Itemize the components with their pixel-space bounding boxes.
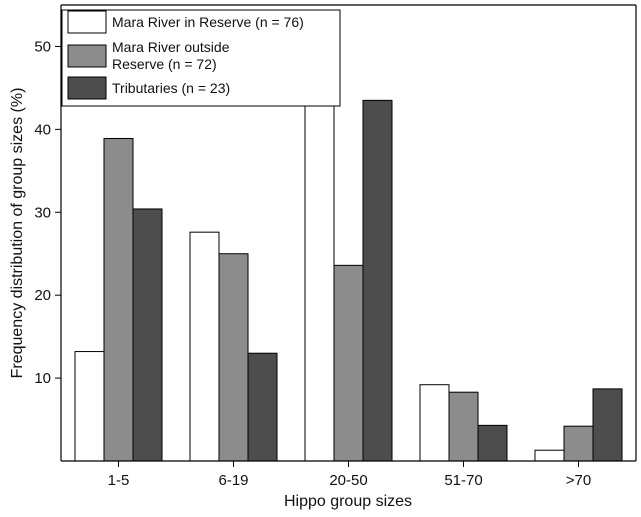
legend-box [61, 9, 341, 107]
bar-5170-series-1 [419, 384, 450, 462]
y-tick-label: 40 [34, 121, 51, 138]
bar-15-series-2 [103, 137, 134, 462]
y-tick-label: 10 [34, 370, 51, 387]
bar-5170-series-2 [448, 391, 479, 462]
bar-619-series-3 [247, 352, 278, 462]
bar-70-series-1 [534, 449, 565, 462]
bar-2050-series-2 [333, 264, 364, 462]
x-tick-label: 1-5 [108, 472, 130, 489]
x-ticks-group: 1-5 6-19 20-50 51-70 >70 [108, 461, 591, 489]
legend-swatch [67, 76, 107, 100]
x-tick-label: 6-19 [218, 472, 248, 489]
bar-15-series-1 [74, 351, 105, 462]
y-tick-label: 30 [34, 204, 51, 221]
bar-619-series-2 [218, 253, 249, 462]
legend-label: Tributaries (n = 23) [112, 80, 230, 96]
x-tick-label: 51-70 [444, 472, 482, 489]
bar-619-series-1 [189, 231, 220, 462]
y-axis-title: Frequency distribution of group sizes (%… [9, 88, 26, 379]
legend-label: Mara River outside Reserve (n = 72) [112, 39, 230, 72]
axes-group [60, 4, 637, 462]
bar-2050-series-1 [304, 56, 335, 462]
y-tick-label: 50 [34, 38, 51, 55]
y-tick-label: 20 [34, 287, 51, 304]
legend: Mara River in Reserve (n = 76) Mara River… [61, 9, 341, 107]
legend-swatch [67, 10, 107, 34]
bar-2050-series-3 [362, 99, 393, 462]
legend-label: Mara River in Reserve (n = 76) [112, 14, 304, 30]
legend-swatch [67, 44, 107, 68]
x-tick-label: 20-50 [329, 472, 367, 489]
bar-5170-series-3 [477, 424, 508, 462]
x-tick-label: >70 [566, 472, 591, 489]
x-axis-title: Hippo group sizes [284, 493, 412, 510]
bar-15-series-3 [132, 208, 163, 462]
bar-70-series-3 [592, 388, 623, 462]
y-ticks-group: 10 20 30 40 50 [34, 38, 61, 387]
bars-group [74, 56, 623, 462]
bar-70-series-2 [563, 425, 594, 462]
